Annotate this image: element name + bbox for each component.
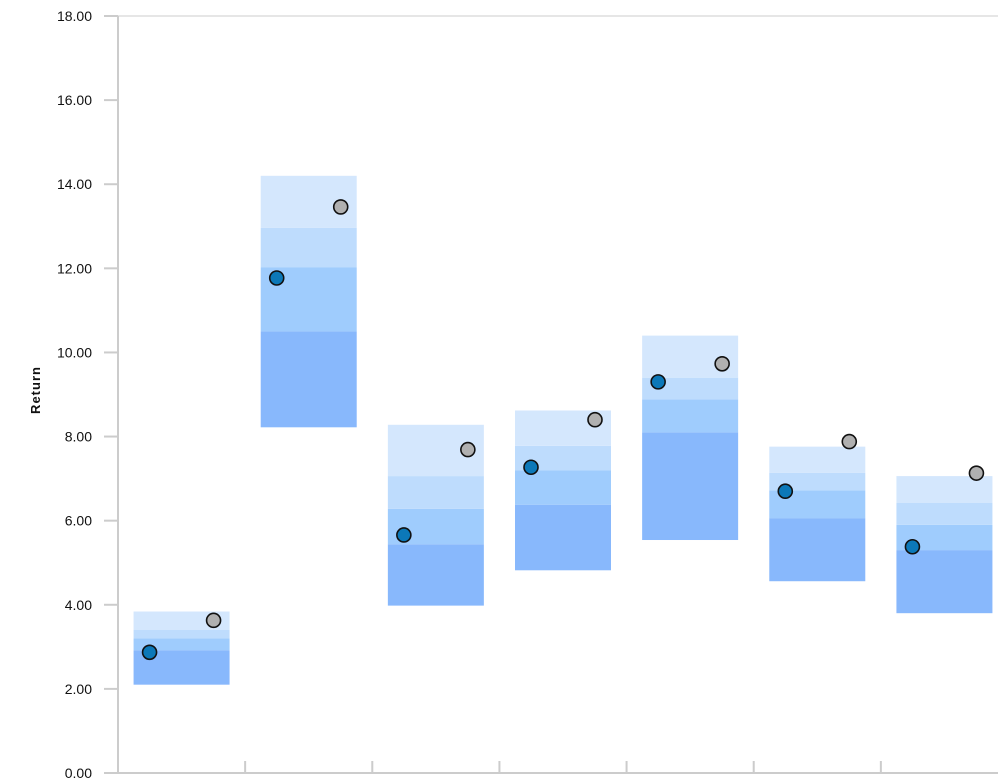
range-band xyxy=(515,504,611,571)
gray-marker xyxy=(460,441,476,458)
range-band xyxy=(133,638,230,651)
range-band xyxy=(642,399,739,433)
y-tick-label: 10.00 xyxy=(57,344,92,360)
blue-marker xyxy=(904,538,921,555)
blue-marker xyxy=(650,374,666,390)
blue-marker xyxy=(523,459,539,476)
gray-marker xyxy=(714,355,730,372)
range-band xyxy=(133,630,230,639)
blue-marker xyxy=(141,644,158,661)
y-tick-label: 12.00 xyxy=(57,260,92,276)
range-band xyxy=(260,331,357,428)
gray-marker xyxy=(841,433,858,450)
y-ticks: 0.00 2.00 4.00 6.00 8.00 10.00 12.00 14.00 16.00… xyxy=(57,8,118,781)
y-tick-label: 0.00 xyxy=(65,765,92,781)
y-tick-label: 16.00 xyxy=(57,92,92,108)
blue-marker xyxy=(396,527,412,543)
range-band xyxy=(642,432,739,541)
range-band xyxy=(769,518,866,582)
gray-marker xyxy=(587,411,603,428)
range-bar-group xyxy=(515,410,611,571)
range-band xyxy=(387,476,484,509)
range-band xyxy=(769,472,866,491)
range-bar-group xyxy=(769,446,866,582)
y-tick-label: 6.00 xyxy=(65,513,92,529)
gray-marker xyxy=(968,465,985,481)
y-tick-label: 8.00 xyxy=(65,429,92,445)
range-bar-group xyxy=(260,175,357,428)
y-tick-label: 2.00 xyxy=(65,681,92,697)
range-bar-group xyxy=(133,611,230,685)
range-band xyxy=(515,470,611,505)
y-tick-label: 18.00 xyxy=(57,8,92,24)
blue-marker xyxy=(777,483,794,500)
y-tick-label: 14.00 xyxy=(57,176,92,192)
range-bars xyxy=(133,175,993,685)
y-tick-label: 4.00 xyxy=(65,597,92,613)
gray-marker xyxy=(205,612,222,629)
range-band xyxy=(133,611,230,631)
range-band xyxy=(642,377,739,400)
axes xyxy=(117,15,998,774)
y-axis-title: Return xyxy=(28,366,43,414)
range-band xyxy=(896,550,993,614)
range-band xyxy=(769,446,866,473)
range-band xyxy=(896,503,993,525)
range-band xyxy=(387,544,484,606)
gray-marker xyxy=(332,199,349,215)
markers xyxy=(141,199,985,661)
blue-marker xyxy=(268,270,285,286)
x-ticks xyxy=(244,761,882,773)
range-band xyxy=(260,227,357,268)
